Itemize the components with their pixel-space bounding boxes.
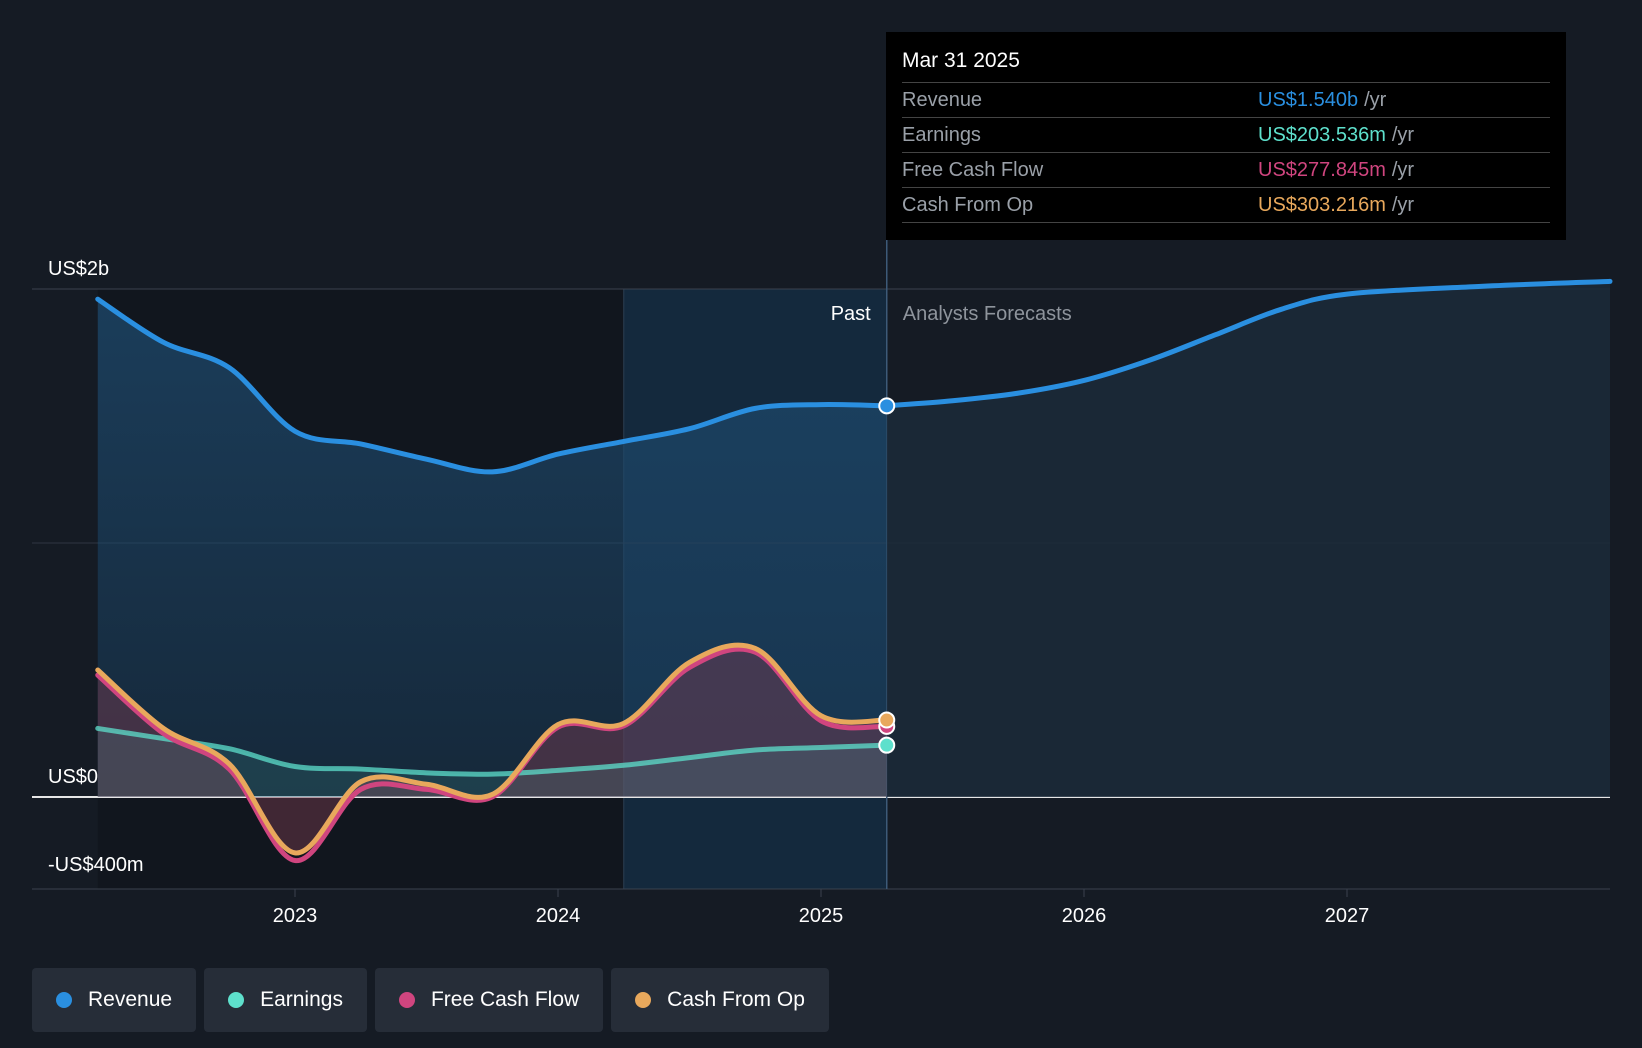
legend-item-free-cash-flow[interactable]: Free Cash Flow xyxy=(374,968,604,1032)
tooltip-label: Earnings xyxy=(902,124,981,146)
legend-label: Cash From Op xyxy=(667,988,805,1011)
legend-dot-icon xyxy=(398,992,415,1008)
tooltip-row-earnings: Earnings US$203.536m /yr xyxy=(902,118,1550,153)
revenue-forecast-area xyxy=(886,281,1610,797)
legend-dot-icon xyxy=(635,992,652,1008)
legend-item-revenue[interactable]: Revenue xyxy=(32,968,197,1032)
legend-item-cash-from-op[interactable]: Cash From Op xyxy=(611,968,829,1032)
past-label: Past xyxy=(831,303,871,325)
legend-label: Revenue xyxy=(88,988,173,1011)
tooltip-value: US$203.536m xyxy=(1258,124,1386,146)
tooltip-value: US$277.845m xyxy=(1258,159,1386,181)
x-tick-label: 2026 xyxy=(1062,905,1107,927)
tooltip-value: US$303.216m xyxy=(1258,194,1386,216)
y-axis-label: US$0 xyxy=(48,766,98,788)
tooltip-label: Cash From Op xyxy=(902,194,1034,216)
x-tick-label: 2024 xyxy=(536,905,581,927)
tooltip-row-revenue: Revenue US$1.540b /yr xyxy=(902,83,1550,118)
tooltip-row-free-cash-flow: Free Cash Flow US$277.845m /yr xyxy=(902,153,1550,188)
x-tick-label: 2023 xyxy=(273,905,318,927)
revenue-marker xyxy=(878,397,896,415)
tooltip-unit: /yr xyxy=(1391,194,1415,216)
cash-from-op-marker xyxy=(878,711,896,729)
tooltip-row-cash-from-op: Cash From Op US$303.216m /yr xyxy=(902,188,1550,223)
chart-legend: Revenue Earnings Free Cash Flow Cash Fro… xyxy=(32,968,829,1032)
forecast-label: Analysts Forecasts xyxy=(903,303,1072,325)
tooltip-unit: /yr xyxy=(1391,159,1415,181)
tooltip-panel: Mar 31 2025 Revenue US$1.540b /yr Earnin… xyxy=(886,32,1566,240)
x-tick-label: 2025 xyxy=(799,905,844,927)
tooltip-unit: /yr xyxy=(1391,124,1415,146)
tooltip-date: Mar 31 2025 xyxy=(902,46,1550,83)
legend-dot-icon xyxy=(228,992,245,1008)
legend-label: Earnings xyxy=(260,988,343,1011)
revenue-area xyxy=(97,299,887,797)
earnings-line xyxy=(95,725,890,777)
tooltip-label: Revenue xyxy=(902,89,983,111)
y-axis-label: US$2b xyxy=(48,258,109,280)
legend-dot-icon xyxy=(56,992,72,1008)
legend-item-earnings[interactable]: Earnings xyxy=(204,968,367,1032)
tooltip-unit: /yr xyxy=(1364,89,1387,111)
tooltip-value: US$1.540b xyxy=(1258,89,1359,111)
earnings-marker xyxy=(878,736,896,754)
revenue-forecast-line xyxy=(884,278,1613,409)
revenue-line xyxy=(95,296,890,475)
earnings-area xyxy=(97,728,887,797)
legend-label: Free Cash Flow xyxy=(430,988,580,1011)
cash-from-op-line xyxy=(95,642,890,856)
y-axis-label: -US$400m xyxy=(48,854,144,876)
tooltip-label: Free Cash Flow xyxy=(902,159,1044,181)
x-tick-label: 2027 xyxy=(1325,905,1370,927)
cash-flow-area xyxy=(97,645,887,853)
